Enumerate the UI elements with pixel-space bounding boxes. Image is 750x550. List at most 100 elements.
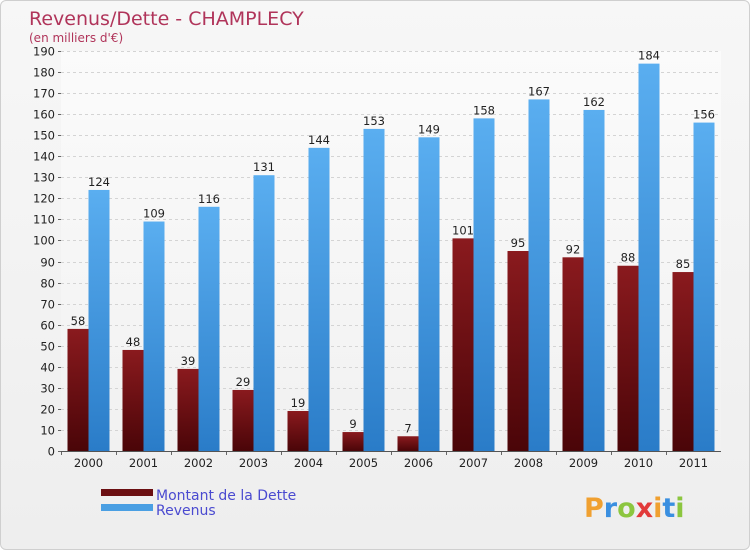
- y-tick-label: 0: [48, 445, 55, 459]
- x-tick-label: 2009: [569, 456, 598, 470]
- logo-letter: i: [653, 493, 662, 524]
- proxiti-logo: Proxiti: [584, 493, 685, 524]
- y-tick-label: 120: [33, 192, 55, 206]
- value-label: 29: [236, 375, 251, 389]
- logo-letter: r: [604, 493, 618, 524]
- bar-debt: [177, 368, 199, 451]
- value-label: 158: [473, 103, 495, 117]
- y-tick-label: 80: [40, 277, 55, 291]
- y-tick-label: 140: [33, 150, 55, 164]
- value-label: 7: [404, 421, 411, 435]
- bar-revenus: [693, 122, 715, 451]
- value-label: 184: [638, 49, 660, 63]
- logo-letter: i: [675, 493, 684, 524]
- bar-debt: [562, 257, 584, 451]
- bar-debt: [617, 265, 639, 451]
- bar-revenus: [473, 118, 495, 452]
- x-tick-label: 2007: [459, 456, 488, 470]
- value-label: 48: [126, 335, 141, 349]
- bar-debt: [232, 389, 254, 451]
- value-label: 92: [566, 242, 581, 256]
- chart-subtitle: (en milliers d'€): [29, 31, 123, 45]
- bar-debt: [287, 411, 309, 451]
- value-label: 19: [291, 396, 306, 410]
- bar-debt: [122, 349, 144, 451]
- y-tick-label: 170: [33, 87, 55, 101]
- y-tick-label: 10: [40, 424, 55, 438]
- value-label: 101: [452, 223, 474, 237]
- bar-revenus: [583, 109, 605, 452]
- value-label: 9: [349, 417, 356, 431]
- bar-revenus: [638, 63, 660, 451]
- logo-letter: o: [617, 493, 636, 524]
- y-tick-label: 180: [33, 66, 55, 80]
- grid: [61, 51, 721, 431]
- y-tick-label: 90: [40, 256, 55, 270]
- x-tick-label: 2006: [404, 456, 433, 470]
- bar-revenus: [88, 189, 110, 451]
- y-axis-ticks: 0 10 20 30 40 50 60 70 80 90 100 110 120 130 140 150 160…: [33, 45, 61, 459]
- value-label: 124: [88, 175, 110, 189]
- x-tick-label: 2011: [679, 456, 708, 470]
- bars: 58 124 48 109 39 116 29 131 19 144 9 153 7 149 101 158 9…: [67, 49, 715, 452]
- bar-debt: [67, 328, 89, 451]
- x-tick-label: 2002: [184, 456, 213, 470]
- y-tick-label: 110: [33, 213, 55, 227]
- bar-debt: [672, 272, 694, 451]
- bar-debt: [397, 436, 419, 451]
- y-tick-label: 30: [40, 382, 55, 396]
- y-tick-label: 20: [40, 403, 55, 417]
- bar-revenus: [363, 128, 385, 451]
- bar-revenus: [198, 206, 220, 451]
- y-tick-label: 60: [40, 319, 55, 333]
- y-tick-label: 150: [33, 129, 55, 143]
- value-label: 131: [253, 160, 275, 174]
- value-label: 153: [363, 114, 385, 128]
- bar-revenus: [418, 137, 440, 451]
- y-tick-label: 130: [33, 171, 55, 185]
- y-tick-label: 160: [33, 108, 55, 122]
- bar-debt: [342, 432, 364, 451]
- value-label: 85: [676, 257, 691, 271]
- value-label: 149: [418, 122, 440, 136]
- y-tick-label: 190: [33, 45, 55, 59]
- legend: Montant de la Dette Revenus: [101, 488, 296, 519]
- y-tick-label: 40: [40, 361, 55, 375]
- value-label: 144: [308, 133, 330, 147]
- x-tick-label: 2000: [74, 456, 103, 470]
- y-tick-label: 50: [40, 340, 55, 354]
- plot-area: [61, 51, 721, 451]
- x-tick-label: 2008: [514, 456, 543, 470]
- legend-swatch-debt: [101, 489, 153, 496]
- y-tick-label: 70: [40, 298, 55, 312]
- logo-letter: x: [636, 493, 653, 524]
- bar-debt: [507, 251, 529, 451]
- value-label: 162: [583, 95, 605, 109]
- x-tick-label: 2005: [349, 456, 378, 470]
- value-label: 109: [143, 207, 165, 221]
- value-label: 88: [621, 251, 636, 265]
- y-tick-label: 100: [33, 234, 55, 248]
- value-label: 167: [528, 84, 550, 98]
- bar-revenus: [528, 99, 550, 451]
- value-label: 156: [693, 108, 715, 122]
- logo-letter: P: [584, 493, 604, 524]
- value-label: 116: [198, 192, 220, 206]
- value-label: 95: [511, 236, 526, 250]
- x-tick-label: 2010: [624, 456, 653, 470]
- value-label: 58: [71, 314, 86, 328]
- x-tick-label: 2004: [294, 456, 323, 470]
- bar-revenus: [308, 147, 330, 451]
- value-label: 39: [181, 354, 196, 368]
- x-tick-label: 2001: [129, 456, 158, 470]
- bar-revenus: [143, 221, 165, 451]
- legend-label-debt: Montant de la Dette: [156, 488, 296, 504]
- x-tick-label: 2003: [239, 456, 268, 470]
- bar-revenus: [253, 175, 275, 452]
- legend-swatch-revenus: [101, 504, 153, 511]
- x-axis-ticks: 2000 2001 2002 2003 2004 2005 2006 2007 2008 2009…: [61, 451, 708, 470]
- bar-debt: [452, 238, 474, 451]
- legend-label-revenus: Revenus: [156, 503, 216, 519]
